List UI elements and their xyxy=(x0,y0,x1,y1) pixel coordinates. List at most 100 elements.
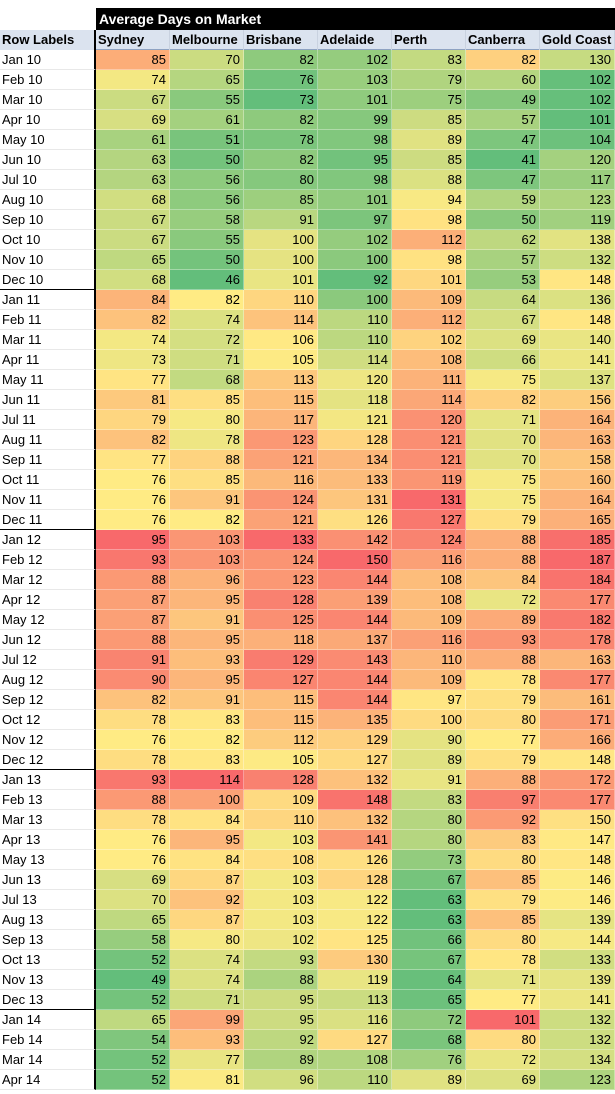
value-cell-gold-coast[interactable]: 161 xyxy=(540,690,615,710)
value-cell-sydney[interactable]: 52 xyxy=(96,1070,170,1090)
value-cell-brisbane[interactable]: 115 xyxy=(244,390,318,410)
value-cell-brisbane[interactable]: 102 xyxy=(244,930,318,950)
value-cell-canberra[interactable]: 60 xyxy=(466,70,540,90)
value-cell-adelaide[interactable]: 122 xyxy=(318,910,392,930)
value-cell-canberra[interactable]: 78 xyxy=(466,950,540,970)
value-cell-canberra[interactable]: 66 xyxy=(466,350,540,370)
value-cell-sydney[interactable]: 76 xyxy=(96,730,170,750)
value-cell-canberra[interactable]: 75 xyxy=(466,370,540,390)
value-cell-canberra[interactable]: 67 xyxy=(466,310,540,330)
value-cell-gold-coast[interactable]: 132 xyxy=(540,1030,615,1050)
value-cell-adelaide[interactable]: 114 xyxy=(318,350,392,370)
value-cell-canberra[interactable]: 71 xyxy=(466,970,540,990)
value-cell-brisbane[interactable]: 129 xyxy=(244,650,318,670)
value-cell-canberra[interactable]: 62 xyxy=(466,230,540,250)
row-label[interactable]: Apr 11 xyxy=(0,350,96,370)
value-cell-perth[interactable]: 109 xyxy=(392,670,466,690)
value-cell-adelaide[interactable]: 116 xyxy=(318,1010,392,1030)
value-cell-brisbane[interactable]: 128 xyxy=(244,590,318,610)
row-label[interactable]: Nov 10 xyxy=(0,250,96,270)
value-cell-sydney[interactable]: 52 xyxy=(96,990,170,1010)
value-cell-perth[interactable]: 72 xyxy=(392,1010,466,1030)
value-cell-gold-coast[interactable]: 163 xyxy=(540,430,615,450)
value-cell-brisbane[interactable]: 118 xyxy=(244,630,318,650)
value-cell-sydney[interactable]: 68 xyxy=(96,190,170,210)
value-cell-gold-coast[interactable]: 147 xyxy=(540,830,615,850)
value-cell-adelaide[interactable]: 127 xyxy=(318,1030,392,1050)
value-cell-adelaide[interactable]: 110 xyxy=(318,310,392,330)
value-cell-canberra[interactable]: 101 xyxy=(466,1010,540,1030)
value-cell-gold-coast[interactable]: 184 xyxy=(540,570,615,590)
value-cell-brisbane[interactable]: 85 xyxy=(244,190,318,210)
value-cell-canberra[interactable]: 85 xyxy=(466,870,540,890)
value-cell-perth[interactable]: 79 xyxy=(392,70,466,90)
value-cell-gold-coast[interactable]: 139 xyxy=(540,970,615,990)
value-cell-sydney[interactable]: 93 xyxy=(96,770,170,790)
value-cell-sydney[interactable]: 87 xyxy=(96,610,170,630)
value-cell-canberra[interactable]: 72 xyxy=(466,1050,540,1070)
value-cell-adelaide[interactable]: 126 xyxy=(318,850,392,870)
row-label[interactable]: Aug 13 xyxy=(0,910,96,930)
value-cell-melbourne[interactable]: 83 xyxy=(170,750,244,770)
value-cell-canberra[interactable]: 80 xyxy=(466,710,540,730)
value-cell-gold-coast[interactable]: 185 xyxy=(540,530,615,550)
value-cell-perth[interactable]: 66 xyxy=(392,930,466,950)
value-cell-sydney[interactable]: 54 xyxy=(96,1030,170,1050)
value-cell-melbourne[interactable]: 78 xyxy=(170,430,244,450)
value-cell-brisbane[interactable]: 103 xyxy=(244,910,318,930)
value-cell-melbourne[interactable]: 95 xyxy=(170,590,244,610)
row-label[interactable]: Jul 10 xyxy=(0,170,96,190)
value-cell-perth[interactable]: 131 xyxy=(392,490,466,510)
value-cell-sydney[interactable]: 65 xyxy=(96,910,170,930)
value-cell-melbourne[interactable]: 93 xyxy=(170,650,244,670)
value-cell-adelaide[interactable]: 133 xyxy=(318,470,392,490)
value-cell-perth[interactable]: 89 xyxy=(392,750,466,770)
value-cell-brisbane[interactable]: 103 xyxy=(244,890,318,910)
value-cell-melbourne[interactable]: 87 xyxy=(170,910,244,930)
value-cell-melbourne[interactable]: 80 xyxy=(170,930,244,950)
value-cell-melbourne[interactable]: 91 xyxy=(170,690,244,710)
value-cell-sydney[interactable]: 95 xyxy=(96,530,170,550)
row-label[interactable]: Jun 10 xyxy=(0,150,96,170)
value-cell-melbourne[interactable]: 65 xyxy=(170,70,244,90)
value-cell-perth[interactable]: 101 xyxy=(392,270,466,290)
value-cell-melbourne[interactable]: 93 xyxy=(170,1030,244,1050)
value-cell-sydney[interactable]: 63 xyxy=(96,150,170,170)
value-cell-gold-coast[interactable]: 120 xyxy=(540,150,615,170)
value-cell-canberra[interactable]: 97 xyxy=(466,790,540,810)
value-cell-gold-coast[interactable]: 104 xyxy=(540,130,615,150)
value-cell-sydney[interactable]: 74 xyxy=(96,330,170,350)
value-cell-adelaide[interactable]: 144 xyxy=(318,610,392,630)
value-cell-perth[interactable]: 98 xyxy=(392,250,466,270)
value-cell-melbourne[interactable]: 99 xyxy=(170,1010,244,1030)
value-cell-adelaide[interactable]: 119 xyxy=(318,970,392,990)
value-cell-canberra[interactable]: 79 xyxy=(466,510,540,530)
value-cell-adelaide[interactable]: 129 xyxy=(318,730,392,750)
value-cell-gold-coast[interactable]: 146 xyxy=(540,890,615,910)
row-label[interactable]: Aug 10 xyxy=(0,190,96,210)
value-cell-brisbane[interactable]: 95 xyxy=(244,1010,318,1030)
value-cell-adelaide[interactable]: 102 xyxy=(318,230,392,250)
value-cell-perth[interactable]: 112 xyxy=(392,310,466,330)
value-cell-adelaide[interactable]: 122 xyxy=(318,890,392,910)
row-label[interactable]: Jan 14 xyxy=(0,1010,96,1030)
value-cell-adelaide[interactable]: 125 xyxy=(318,930,392,950)
row-label[interactable]: Jun 13 xyxy=(0,870,96,890)
value-cell-brisbane[interactable]: 112 xyxy=(244,730,318,750)
row-label[interactable]: Feb 14 xyxy=(0,1030,96,1050)
value-cell-melbourne[interactable]: 100 xyxy=(170,790,244,810)
row-label[interactable]: Nov 13 xyxy=(0,970,96,990)
value-cell-brisbane[interactable]: 115 xyxy=(244,690,318,710)
row-label[interactable]: Apr 14 xyxy=(0,1070,96,1090)
value-cell-melbourne[interactable]: 103 xyxy=(170,550,244,570)
value-cell-perth[interactable]: 109 xyxy=(392,290,466,310)
value-cell-adelaide[interactable]: 130 xyxy=(318,950,392,970)
value-cell-adelaide[interactable]: 139 xyxy=(318,590,392,610)
value-cell-canberra[interactable]: 80 xyxy=(466,930,540,950)
value-cell-gold-coast[interactable]: 144 xyxy=(540,930,615,950)
value-cell-melbourne[interactable]: 58 xyxy=(170,210,244,230)
value-cell-perth[interactable]: 121 xyxy=(392,430,466,450)
value-cell-melbourne[interactable]: 70 xyxy=(170,50,244,70)
value-cell-gold-coast[interactable]: 164 xyxy=(540,490,615,510)
value-cell-canberra[interactable]: 47 xyxy=(466,130,540,150)
